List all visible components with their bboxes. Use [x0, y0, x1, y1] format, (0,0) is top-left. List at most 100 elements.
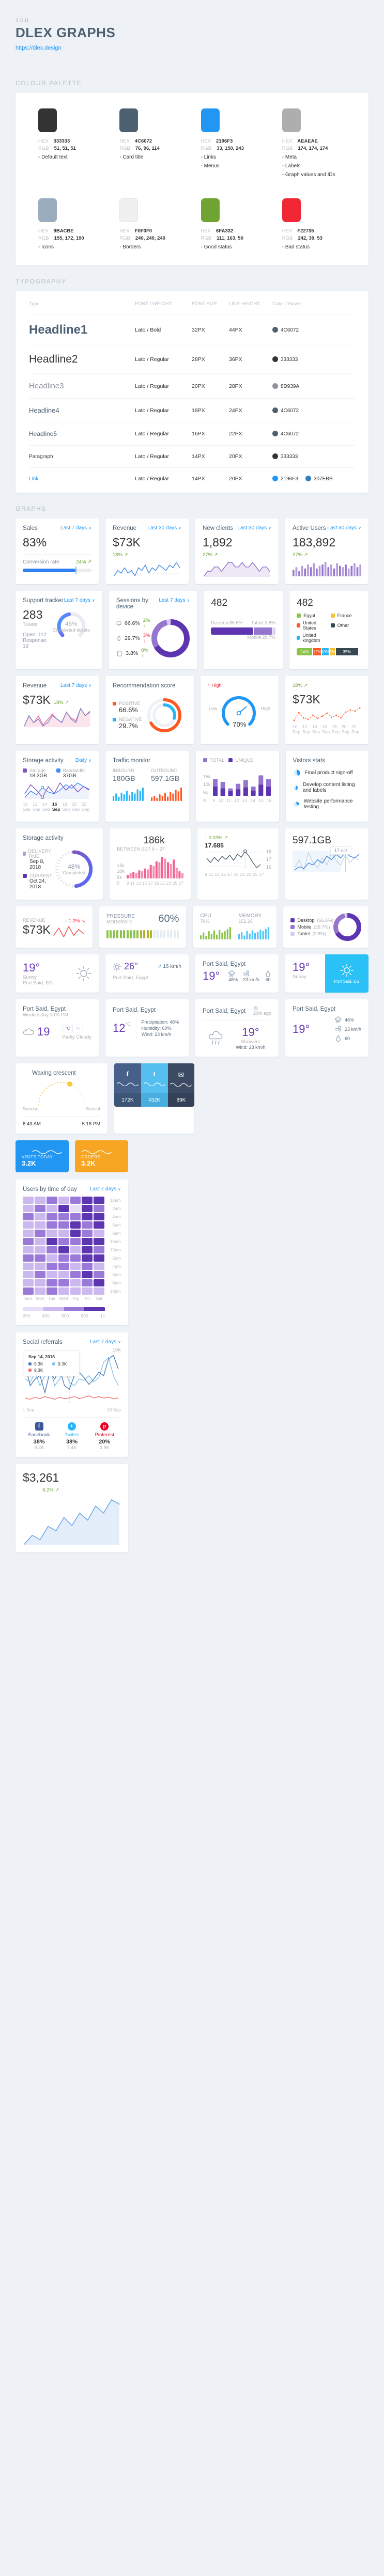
- heatmap-cell[interactable]: [70, 1246, 81, 1253]
- social-cell-t[interactable]: t: [141, 1063, 168, 1093]
- heatmap-cell[interactable]: [23, 1271, 34, 1278]
- range-dropdown[interactable]: Last 7 days ∨: [159, 598, 190, 603]
- heatmap-cell[interactable]: [34, 1254, 45, 1262]
- heatmap-cell[interactable]: [23, 1205, 34, 1212]
- heatmap-cell[interactable]: [82, 1197, 93, 1204]
- page-url-link[interactable]: https://dlex.design: [16, 45, 62, 51]
- unit-option[interactable]: °F: [72, 1025, 82, 1032]
- heatmap-cell[interactable]: [58, 1254, 69, 1262]
- heatmap-cell[interactable]: [34, 1238, 45, 1245]
- heatmap-cell[interactable]: [82, 1230, 93, 1237]
- heatmap-cell[interactable]: [94, 1279, 105, 1286]
- range-dropdown[interactable]: Last 7 days ∨: [60, 683, 91, 688]
- heatmap-cell[interactable]: [70, 1230, 81, 1237]
- heatmap-cell[interactable]: [58, 1238, 69, 1245]
- heatmap-cell[interactable]: [82, 1263, 93, 1270]
- range-dropdown[interactable]: Last 7 days ∨: [89, 1339, 121, 1345]
- heatmap-cell[interactable]: [70, 1238, 81, 1245]
- heatmap-cell[interactable]: [94, 1254, 105, 1262]
- heatmap-cell[interactable]: [70, 1221, 81, 1229]
- heatmap-cell[interactable]: [94, 1246, 105, 1253]
- heatmap-cell[interactable]: [82, 1221, 93, 1229]
- heatmap-cell[interactable]: [94, 1213, 105, 1220]
- heatmap-cell[interactable]: [34, 1246, 45, 1253]
- heatmap-cell[interactable]: [58, 1287, 69, 1295]
- heatmap-cell[interactable]: [23, 1221, 34, 1229]
- heatmap-cell[interactable]: [34, 1230, 45, 1237]
- range-dropdown[interactable]: Last 30 days ∨: [237, 525, 271, 531]
- heatmap-cell[interactable]: [34, 1197, 45, 1204]
- heatmap-cell[interactable]: [82, 1238, 93, 1245]
- heatmap-cell[interactable]: [70, 1213, 81, 1220]
- heatmap-cell[interactable]: [23, 1246, 34, 1253]
- social-cell-mail[interactable]: ✉: [167, 1063, 195, 1093]
- range-dropdown[interactable]: Last 30 days ∨: [327, 525, 361, 531]
- heatmap-cell[interactable]: [70, 1254, 81, 1262]
- heatmap-cell[interactable]: [23, 1213, 34, 1220]
- heatmap-cell[interactable]: [23, 1254, 34, 1262]
- heatmap-cell[interactable]: [94, 1287, 105, 1295]
- heatmap-cell[interactable]: [46, 1263, 57, 1270]
- heatmap-cell[interactable]: [82, 1287, 93, 1295]
- heatmap-cell[interactable]: [82, 1205, 93, 1212]
- heatmap-cell[interactable]: [70, 1271, 81, 1278]
- heatmap-cell[interactable]: [34, 1271, 45, 1278]
- heatmap-cell[interactable]: [94, 1271, 105, 1278]
- heatmap-cell[interactable]: [70, 1287, 81, 1295]
- heatmap-cell[interactable]: [46, 1287, 57, 1295]
- range-dropdown[interactable]: Last 7 days ∨: [89, 1186, 121, 1192]
- heatmap-cell[interactable]: [82, 1279, 93, 1286]
- heatmap-cell[interactable]: [34, 1221, 45, 1229]
- heatmap-cell[interactable]: [70, 1263, 81, 1270]
- heatmap-cell[interactable]: [23, 1197, 34, 1204]
- heatmap-cell[interactable]: [23, 1230, 34, 1237]
- range-dropdown[interactable]: Daily ∨: [75, 758, 91, 763]
- heatmap-cell[interactable]: [58, 1279, 69, 1286]
- heatmap-cell[interactable]: [58, 1246, 69, 1253]
- heatmap-cell[interactable]: [23, 1279, 34, 1286]
- heatmap-cell[interactable]: [46, 1271, 57, 1278]
- heatmap-cell[interactable]: [58, 1263, 69, 1270]
- heatmap-cell[interactable]: [58, 1197, 69, 1204]
- heatmap-cell[interactable]: [94, 1205, 105, 1212]
- heatmap-cell[interactable]: [46, 1197, 57, 1204]
- heatmap-cell[interactable]: [58, 1221, 69, 1229]
- heatmap-cell[interactable]: [34, 1263, 45, 1270]
- heatmap-cell[interactable]: [23, 1238, 34, 1245]
- heatmap-cell[interactable]: [34, 1279, 45, 1286]
- heatmap-cell[interactable]: [46, 1205, 57, 1212]
- heatmap-cell[interactable]: [34, 1287, 45, 1295]
- range-dropdown[interactable]: Last 7 days ∨: [60, 525, 91, 531]
- heatmap-cell[interactable]: [58, 1213, 69, 1220]
- heatmap-cell[interactable]: [46, 1230, 57, 1237]
- heatmap-cell[interactable]: [46, 1254, 57, 1262]
- heatmap-cell[interactable]: [58, 1271, 69, 1278]
- unit-toggle[interactable]: °C °F: [62, 1025, 83, 1032]
- heatmap-cell[interactable]: [94, 1238, 105, 1245]
- heatmap-cell[interactable]: [94, 1263, 105, 1270]
- heatmap-cell[interactable]: [70, 1197, 81, 1204]
- heatmap-cell[interactable]: [58, 1205, 69, 1212]
- heatmap-cell[interactable]: [23, 1287, 34, 1295]
- social-cell-f[interactable]: f: [114, 1063, 141, 1093]
- heatmap-cell[interactable]: [34, 1205, 45, 1212]
- heatmap-cell[interactable]: [46, 1221, 57, 1229]
- heatmap-cell[interactable]: [46, 1213, 57, 1220]
- heatmap-cell[interactable]: [94, 1197, 105, 1204]
- heatmap-cell[interactable]: [94, 1230, 105, 1237]
- stat-tile[interactable]: ORDERS 3.2K: [75, 1140, 128, 1172]
- heatmap-cell[interactable]: [70, 1279, 81, 1286]
- heatmap-cell[interactable]: [82, 1254, 93, 1262]
- heatmap-cell[interactable]: [58, 1230, 69, 1237]
- heatmap-cell[interactable]: [46, 1238, 57, 1245]
- heatmap-cell[interactable]: [46, 1279, 57, 1286]
- heatmap-cell[interactable]: [23, 1263, 34, 1270]
- range-dropdown[interactable]: Last 30 days ∨: [147, 525, 181, 531]
- heatmap-cell[interactable]: [82, 1213, 93, 1220]
- heatmap-cell[interactable]: [70, 1205, 81, 1212]
- range-dropdown[interactable]: Last 7 days ∨: [64, 598, 95, 603]
- heatmap-cell[interactable]: [82, 1271, 93, 1278]
- heatmap-cell[interactable]: [46, 1246, 57, 1253]
- unit-option[interactable]: °C: [65, 1026, 70, 1031]
- progress-bar[interactable]: [23, 567, 91, 574]
